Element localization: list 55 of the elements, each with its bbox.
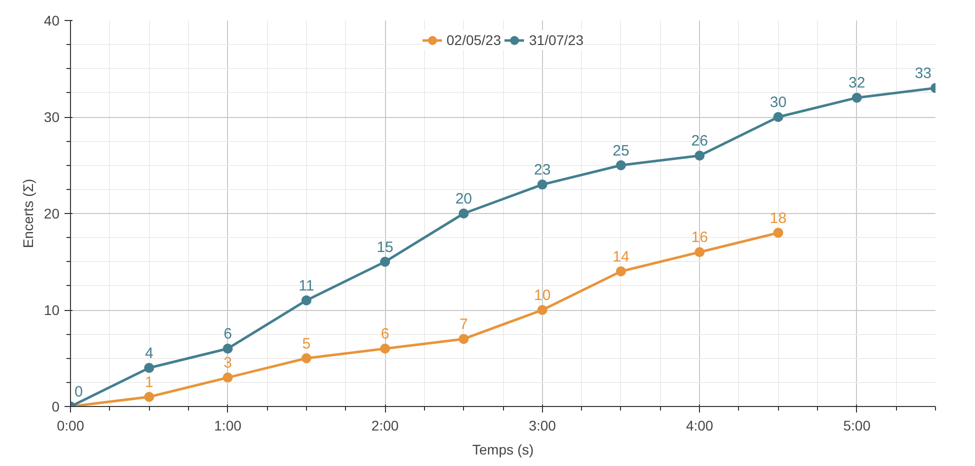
data-label: 26 bbox=[691, 132, 708, 150]
point bbox=[773, 228, 784, 238]
point bbox=[301, 295, 312, 306]
data-label: 33 bbox=[914, 65, 932, 82]
data-label: 23 bbox=[534, 162, 551, 179]
point bbox=[773, 112, 784, 122]
point bbox=[694, 150, 705, 161]
point bbox=[537, 180, 548, 190]
data-label: 7 bbox=[460, 316, 468, 333]
data-label: 1 bbox=[144, 374, 154, 391]
data-label: 16 bbox=[691, 229, 708, 246]
data-label: 30 bbox=[770, 94, 787, 111]
point bbox=[301, 353, 312, 364]
point bbox=[144, 392, 154, 402]
data-label: 3 bbox=[224, 354, 232, 372]
data-label: 32 bbox=[848, 74, 866, 92]
x-tick-label: 2:00 bbox=[371, 418, 399, 434]
y-tick-label: 20 bbox=[44, 206, 60, 222]
data-label: 11 bbox=[298, 277, 314, 294]
point bbox=[458, 208, 469, 218]
x-tick-label: 3:00 bbox=[528, 418, 556, 434]
x-tick-label: 4:00 bbox=[686, 418, 714, 434]
point bbox=[222, 372, 233, 383]
data-label: 14 bbox=[612, 248, 630, 266]
data-label: 6 bbox=[380, 326, 390, 343]
data-label: 25 bbox=[612, 142, 630, 160]
data-label: 10 bbox=[534, 287, 551, 304]
data-label: 5 bbox=[302, 335, 311, 352]
data-label: 15 bbox=[376, 238, 394, 256]
point bbox=[222, 344, 233, 354]
x-tick-label: 5:00 bbox=[843, 418, 871, 434]
point bbox=[144, 362, 154, 373]
y-tick-label: 40 bbox=[44, 12, 60, 28]
point bbox=[458, 334, 469, 344]
legend-label: 02/05/23 bbox=[446, 32, 501, 48]
data-label: 0 bbox=[74, 384, 83, 400]
data-label: 4 bbox=[144, 344, 154, 362]
point bbox=[616, 266, 626, 276]
point bbox=[616, 160, 626, 170]
data-label: 6 bbox=[224, 326, 232, 343]
x-tick-label: 0:00 bbox=[56, 418, 84, 434]
legend-label: 31/07/23 bbox=[529, 32, 584, 48]
data-label: 18 bbox=[770, 210, 787, 227]
point bbox=[694, 247, 705, 258]
point bbox=[852, 92, 862, 103]
y-tick-label: 30 bbox=[44, 109, 60, 125]
point bbox=[537, 305, 548, 315]
x-axis-title: Temps (s) bbox=[472, 442, 534, 458]
y-tick-label: 0 bbox=[52, 398, 60, 414]
point bbox=[380, 344, 390, 354]
y-axis-title: Encerts (Σ) bbox=[20, 178, 36, 248]
x-tick-label: 1:00 bbox=[214, 418, 242, 434]
data-label: 20 bbox=[455, 190, 472, 208]
y-tick-label: 10 bbox=[44, 302, 60, 318]
point bbox=[380, 256, 390, 267]
